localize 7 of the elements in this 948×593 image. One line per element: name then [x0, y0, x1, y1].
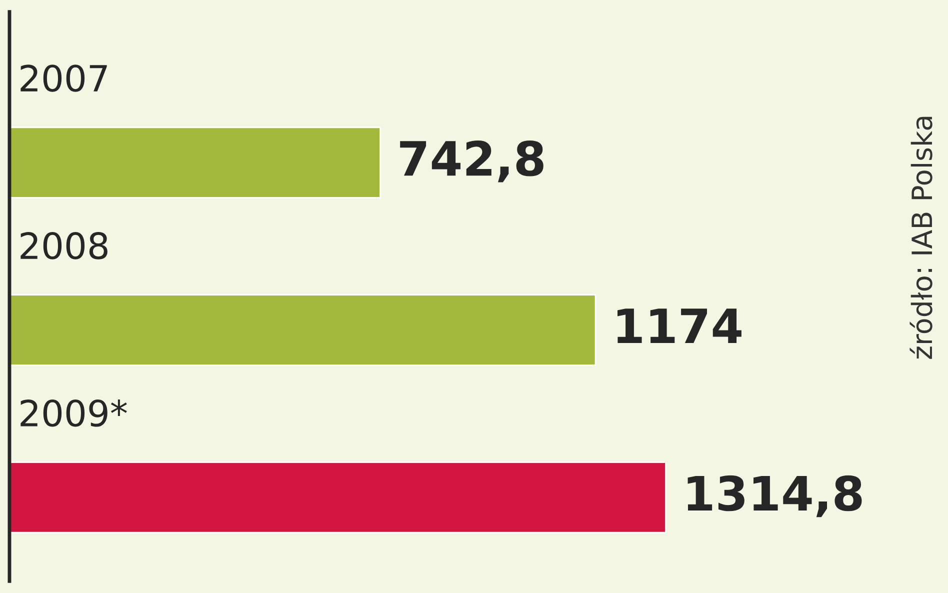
y-tick-label: 2008 [20, 232, 108, 260]
text: źródło: IAB Polska [910, 116, 932, 359]
y-tick-label: 2007 [20, 64, 107, 92]
y-tick-label: 2009* [20, 399, 127, 427]
data-label: 742,8 [400, 140, 544, 182]
data-label: 1314,8 [688, 475, 862, 518]
data-label: 1174 [618, 308, 742, 344]
